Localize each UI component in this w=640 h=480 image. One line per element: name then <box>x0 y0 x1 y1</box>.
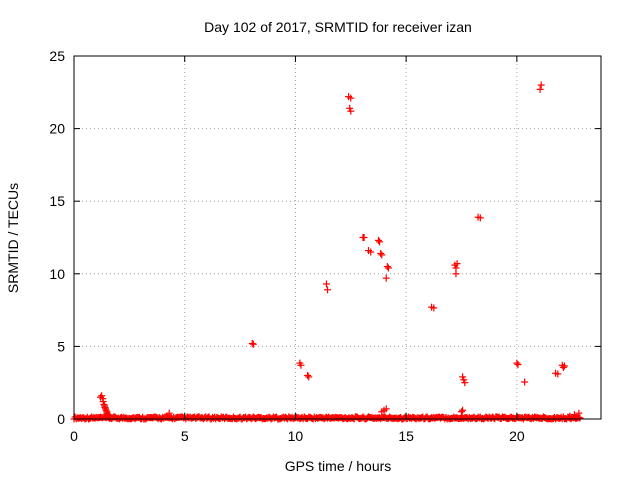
data-point <box>165 409 173 417</box>
data-point <box>367 248 375 256</box>
data-point <box>566 412 574 420</box>
y-tick-label: 10 <box>49 266 65 282</box>
data-point <box>382 405 390 413</box>
data-point <box>249 340 257 348</box>
data-point <box>430 304 438 312</box>
data-point <box>104 411 112 419</box>
data-point <box>560 362 568 370</box>
data-point <box>521 378 529 386</box>
data-point <box>347 94 355 102</box>
y-tick-label: 15 <box>49 193 65 209</box>
y-tick-label: 0 <box>57 411 65 427</box>
data-point <box>452 270 460 278</box>
data-point <box>347 107 355 115</box>
data-point <box>324 286 332 294</box>
data-point <box>554 370 562 378</box>
data-point <box>322 280 330 288</box>
x-axis-label: GPS time / hours <box>285 458 392 474</box>
data-point <box>383 263 391 271</box>
y-tick-label: 25 <box>49 48 65 64</box>
x-tick-label: 20 <box>509 428 525 444</box>
data-point <box>537 81 545 89</box>
data-point <box>248 339 256 347</box>
data-point <box>360 234 368 241</box>
x-tick-label: 5 <box>181 428 189 444</box>
data-point <box>575 409 583 417</box>
y-tick-label: 5 <box>57 338 65 354</box>
data-point <box>514 361 522 369</box>
data-point <box>377 249 385 257</box>
data-point <box>476 214 484 222</box>
data-point <box>297 361 305 369</box>
axes: 0 5 10 15 20 0 5 10 15 20 25 <box>49 48 601 444</box>
data-point <box>461 379 469 387</box>
data-point <box>459 406 467 414</box>
data-point <box>382 274 390 282</box>
plot-frame <box>73 55 602 420</box>
data-point <box>559 363 567 371</box>
data-point <box>576 414 584 422</box>
data-point <box>458 408 465 416</box>
x-tick-label: 10 <box>288 428 304 444</box>
y-axis-label: SRMTID / TECUs <box>5 183 21 293</box>
chart-title: Day 102 of 2017, SRMTID for receiver iza… <box>204 19 472 35</box>
x-tick-label: 0 <box>70 428 78 444</box>
data-point <box>570 411 578 419</box>
grid-lines <box>74 56 601 419</box>
data-point <box>513 359 521 367</box>
data-points <box>70 81 584 423</box>
data-point <box>453 260 461 268</box>
data-point <box>384 264 392 272</box>
data-point <box>305 373 313 381</box>
data-point <box>304 371 312 379</box>
x-tick-label: 15 <box>398 428 414 444</box>
data-point <box>378 251 386 259</box>
data-point <box>536 85 544 93</box>
y-tick-label: 20 <box>49 121 65 137</box>
data-point <box>374 236 382 244</box>
data-point <box>105 412 113 420</box>
data-point <box>376 238 384 246</box>
